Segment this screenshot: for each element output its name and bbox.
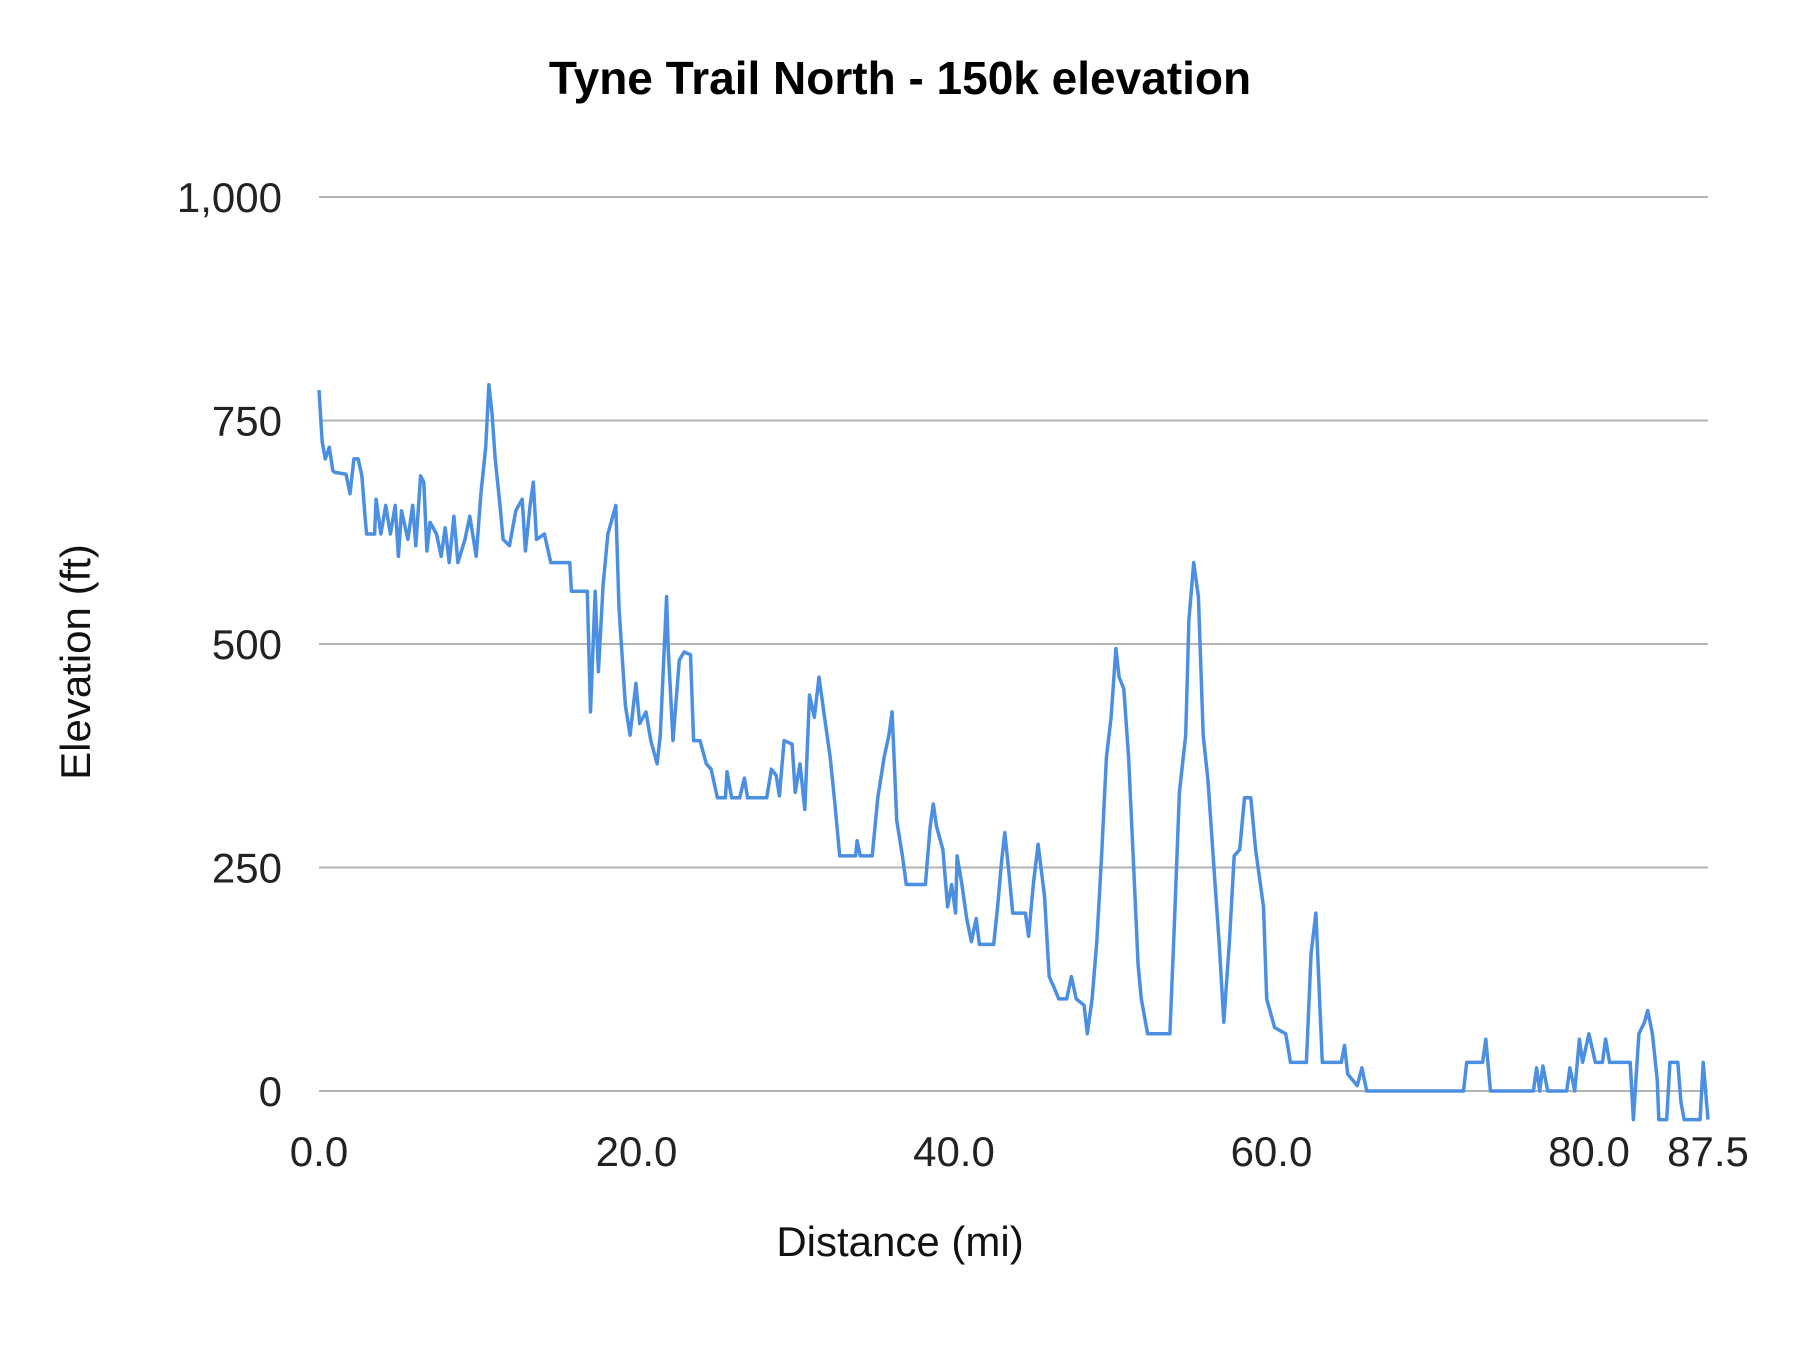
y-tick-label: 0 <box>259 1068 282 1115</box>
y-tick-label: 500 <box>212 621 282 668</box>
x-tick-label: 87.5 <box>1667 1128 1749 1175</box>
y-axis-ticks: 0 250 500 750 1,000 <box>177 174 282 1115</box>
x-tick-label: 0.0 <box>290 1128 348 1175</box>
y-tick-label: 250 <box>212 845 282 892</box>
x-tick-label: 80.0 <box>1548 1128 1630 1175</box>
x-axis-ticks: 0.0 20.0 40.0 60.0 80.0 87.5 <box>290 1128 1749 1175</box>
elevation-line <box>317 382 1710 1122</box>
y-tick-label: 750 <box>212 398 282 445</box>
x-tick-label: 40.0 <box>913 1128 995 1175</box>
x-tick-label: 60.0 <box>1231 1128 1313 1175</box>
y-tick-label: 1,000 <box>177 174 282 221</box>
chart-title: Tyne Trail North - 150k elevation <box>549 52 1251 104</box>
x-tick-label: 20.0 <box>596 1128 678 1175</box>
x-axis-label: Distance (mi) <box>776 1218 1023 1265</box>
y-axis-label: Elevation (ft) <box>52 544 99 780</box>
gridlines <box>319 196 1708 1092</box>
